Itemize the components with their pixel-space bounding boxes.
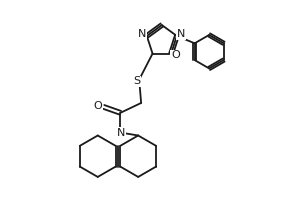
Text: O: O: [94, 101, 103, 111]
Text: N: N: [117, 128, 125, 138]
Text: N: N: [138, 29, 147, 39]
Text: N: N: [177, 29, 185, 39]
Text: O: O: [171, 50, 180, 60]
Text: S: S: [134, 76, 141, 86]
